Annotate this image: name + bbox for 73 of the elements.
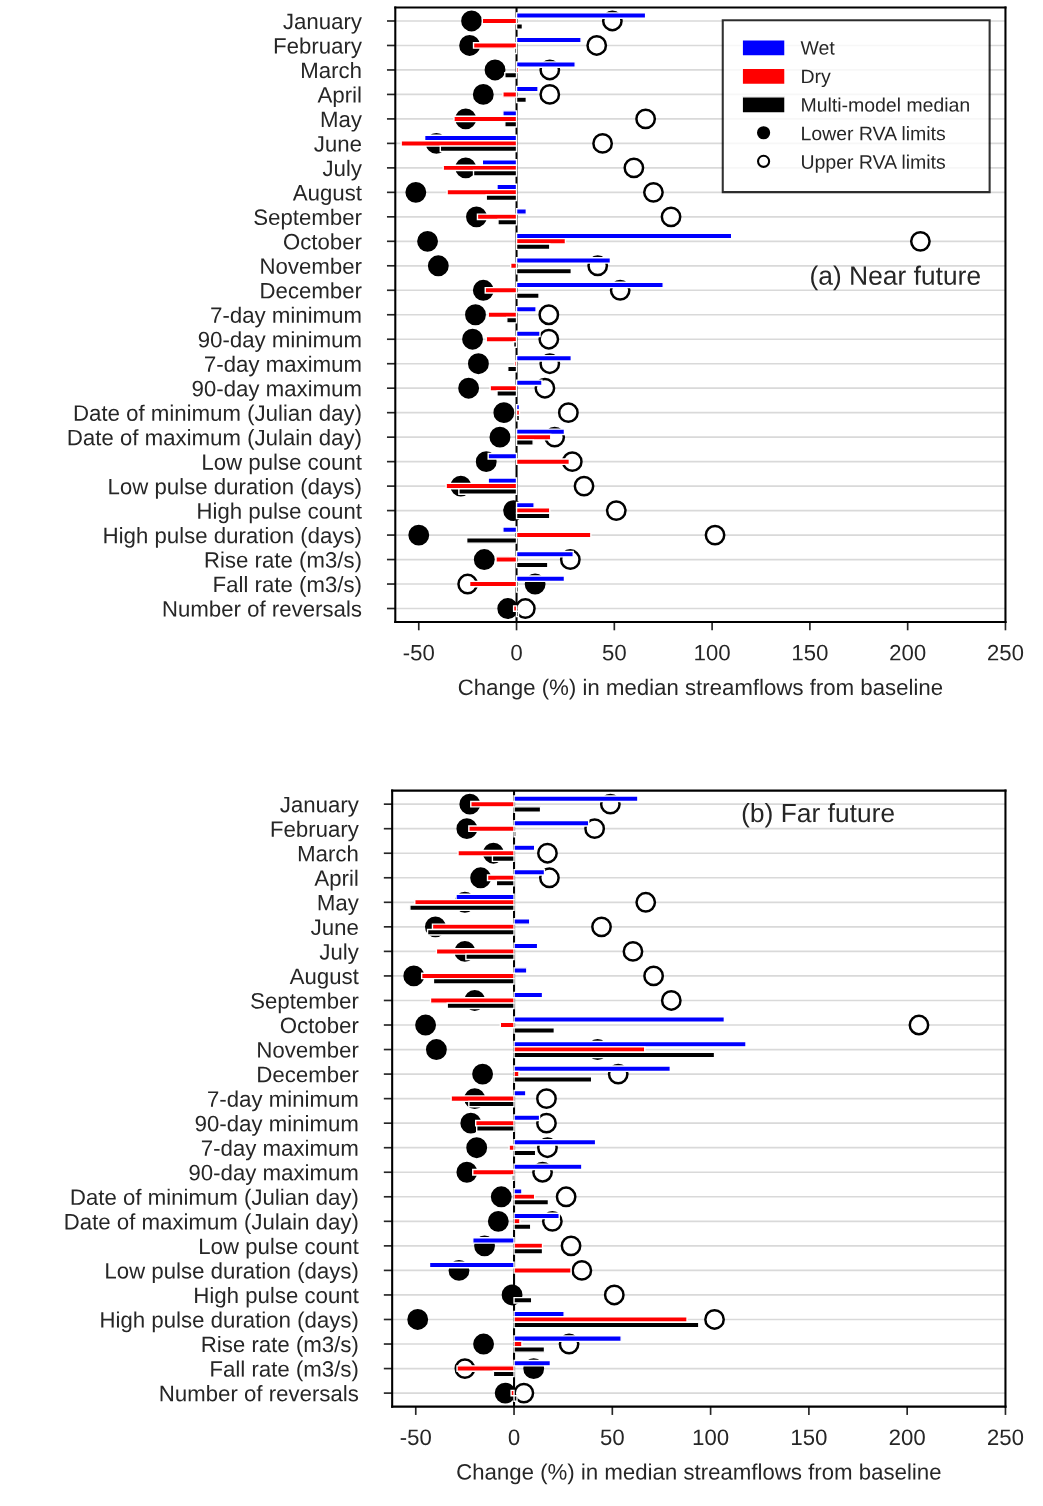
y-tick-label: High pulse duration (days) xyxy=(101,1311,358,1333)
y-tick-label: December xyxy=(261,282,362,299)
y-tick-label: November xyxy=(258,1041,359,1058)
x-axis-title: Change (%) in median streamflows from baseline xyxy=(458,678,943,700)
y-tick-label: March xyxy=(302,61,361,79)
y-tick-label: December xyxy=(258,1066,359,1083)
annotation: (b) Far future xyxy=(742,802,894,828)
annotation: (a) Near future xyxy=(811,265,980,291)
y-tick-label: 7-day maximum xyxy=(201,1139,358,1161)
y-tick-label: Rise rate (m3/s) xyxy=(205,551,361,573)
y-tick-label: High pulse count xyxy=(198,502,362,524)
y-tick-label: February xyxy=(271,820,359,842)
y-tick-label: Fall rate (m3/s) xyxy=(214,575,361,597)
y-tick-label: High pulse duration (days) xyxy=(104,527,361,548)
y-tick-label: Low pulse count xyxy=(200,1237,359,1259)
y-tick-label: 7-day minimum xyxy=(208,1090,358,1112)
y-tick-label: June xyxy=(311,919,358,936)
x-tick-label: 150 xyxy=(792,1429,827,1446)
y-tick-label: Number of reversals xyxy=(160,1385,359,1402)
y-tick-label: March xyxy=(298,845,358,862)
y-tick-label: Date of minimum (Julian day) xyxy=(71,1188,358,1210)
legend-label: Lower RVA limits xyxy=(802,126,946,141)
legend-label: Wet xyxy=(800,41,835,55)
y-tick-label: February xyxy=(274,37,362,59)
y-tick-label: Date of maximum (Julain day) xyxy=(65,1213,358,1234)
y-tick-label: January xyxy=(280,796,359,817)
y-tick-label: May xyxy=(318,895,359,915)
y-tick-label: 7-day minimum xyxy=(211,306,361,328)
y-tick-label: September xyxy=(251,992,359,1014)
x-tick-label: -50 xyxy=(403,644,434,661)
y-tick-label: Rise rate (m3/s) xyxy=(202,1335,358,1357)
y-tick-label: Low pulse duration (days) xyxy=(109,478,361,499)
y-tick-label: April xyxy=(314,869,358,891)
y-tick-label: September xyxy=(254,208,362,230)
y-tick-label: August xyxy=(289,968,359,989)
y-tick-label: Low pulse count xyxy=(203,453,362,475)
x-axis-title: Change (%) in median streamflows from baseline xyxy=(457,1463,941,1485)
x-tick-label: 50 xyxy=(600,1429,624,1446)
legend-label: Dry xyxy=(802,69,831,88)
x-tick-label: 200 xyxy=(889,1429,925,1446)
y-tick-label: May xyxy=(321,111,362,132)
y-tick-label: Low pulse duration (days) xyxy=(106,1262,358,1284)
legend-label: Multi-model median xyxy=(802,97,969,112)
y-tick-label: November xyxy=(261,257,362,275)
y-tick-label: 90-day maximum xyxy=(192,380,361,401)
y-tick-label: Fall rate (m3/s) xyxy=(211,1360,358,1382)
y-tick-label: July xyxy=(319,943,359,965)
y-tick-label: April xyxy=(317,86,361,108)
x-tick-label: 50 xyxy=(602,644,626,661)
x-tick-label: 200 xyxy=(890,644,926,661)
x-tick-label: 100 xyxy=(695,644,730,661)
y-tick-label: July xyxy=(322,159,362,181)
y-tick-label: Date of minimum (Julian day) xyxy=(74,404,361,426)
y-tick-label: 90-day minimum xyxy=(195,1115,358,1136)
x-tick-label: 0 xyxy=(508,1429,520,1446)
y-tick-label: August xyxy=(292,185,362,206)
y-tick-label: 90-day maximum xyxy=(189,1164,358,1185)
x-tick-label: 250 xyxy=(988,644,1024,661)
y-tick-label: 90-day minimum xyxy=(198,331,361,352)
y-tick-label: January xyxy=(283,13,362,34)
y-tick-label: Number of reversals xyxy=(163,600,362,617)
legend-label: Upper RVA limits xyxy=(802,154,946,173)
y-tick-label: High pulse count xyxy=(195,1286,359,1308)
y-tick-label: Date of maximum (Julain day) xyxy=(68,429,361,450)
y-tick-label: June xyxy=(314,136,361,152)
x-tick-label: 0 xyxy=(511,644,522,661)
x-tick-label: 100 xyxy=(693,1429,729,1446)
y-tick-label: 7-day maximum xyxy=(205,355,361,377)
x-tick-label: 150 xyxy=(793,644,828,661)
x-tick-label: -50 xyxy=(400,1429,431,1446)
y-tick-label: October xyxy=(283,233,362,250)
x-tick-label: 250 xyxy=(988,1429,1024,1446)
y-tick-label: October xyxy=(280,1016,359,1034)
